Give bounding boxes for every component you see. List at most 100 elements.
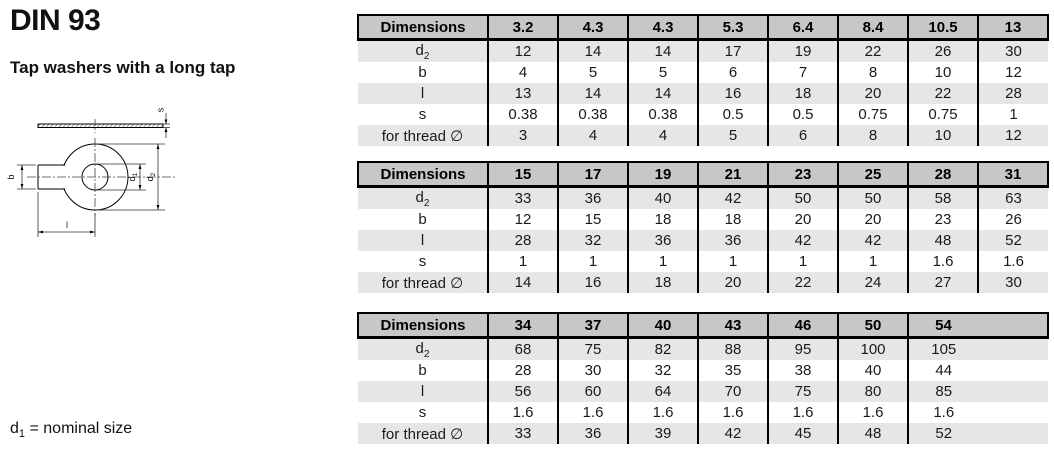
value-cell: 7 xyxy=(767,62,838,83)
value-cell: 40 xyxy=(837,360,908,381)
nominal-size-header-cell: 13 xyxy=(977,14,1049,41)
value-cell: 12 xyxy=(977,125,1048,146)
value-cell: 32 xyxy=(557,230,628,251)
table-row: d2 68 75 82 88 95 100 105 xyxy=(358,337,1048,360)
nominal-size-header-cell: 6.4 xyxy=(767,14,838,41)
nominal-size-header-cell: 28 xyxy=(907,161,978,188)
value-cell: 56 xyxy=(487,381,558,402)
row-label-cell: b xyxy=(418,362,427,379)
table-row: b 28 30 32 35 38 40 44 xyxy=(358,360,1048,381)
row-label-cell: l xyxy=(420,232,425,249)
value-cell: 0.5 xyxy=(697,104,768,125)
value-cell: 5 xyxy=(697,125,768,146)
value-cell: 75 xyxy=(557,337,628,360)
value-cell: 60 xyxy=(557,381,628,402)
dim-l xyxy=(37,192,96,237)
value-cell: 0.75 xyxy=(837,104,908,125)
value-cell: 16 xyxy=(557,272,628,293)
nominal-size-header-cell: 19 xyxy=(627,161,698,188)
nominal-size-header-cell: 43 xyxy=(697,312,768,339)
table-row: l 56 60 64 70 75 80 85 xyxy=(358,381,1048,402)
value-cell: 23 xyxy=(907,209,978,230)
value-cell: 28 xyxy=(487,360,558,381)
nominal-size-header-cell: 23 xyxy=(767,161,838,188)
dimensions-header-cell: Dimensions xyxy=(357,312,488,339)
value-cell: 75 xyxy=(767,381,838,402)
table-row: for thread ∅ 3 4 4 5 6 8 10 12 xyxy=(358,125,1048,146)
value-cell: 19 xyxy=(767,39,838,62)
value-cell: 22 xyxy=(837,39,908,62)
value-cell: 5 xyxy=(627,62,698,83)
row-label-cell: d2 xyxy=(415,188,430,209)
nominal-size-header-cell: 4.3 xyxy=(557,14,628,41)
nominal-size-header-cell: 10.5 xyxy=(907,14,978,41)
table-row: s 0.38 0.38 0.38 0.5 0.5 0.75 0.75 1 xyxy=(358,104,1048,125)
value-cell: 48 xyxy=(837,423,908,444)
nominal-size-header-cell: 40 xyxy=(627,312,698,339)
nominal-size-header-cell: 17 xyxy=(557,161,628,188)
value-cell: 39 xyxy=(627,423,698,444)
table-header-row: Dimensions 3.2 4.3 4.3 5.3 6.4 8.4 10.5 13 xyxy=(357,14,1049,41)
value-cell: 1.6 xyxy=(557,402,628,423)
value-cell: 52 xyxy=(977,230,1048,251)
value-cell: 95 xyxy=(767,337,838,360)
value-cell: 8 xyxy=(837,125,908,146)
row-label-cell: for thread ∅ xyxy=(381,425,464,443)
nominal-size-header-cell: 31 xyxy=(977,161,1049,188)
value-cell: 100 xyxy=(837,337,908,360)
value-cell: 1.6 xyxy=(977,251,1048,272)
value-cell: 32 xyxy=(627,360,698,381)
dimensions-table-1: Dimensions 3.2 4.3 4.3 5.3 6.4 8.4 10.5 13 d2 12 14… xyxy=(357,14,1049,146)
merged-cell-text: 105 xyxy=(931,341,957,358)
row-label-cell: s xyxy=(418,253,427,270)
nominal-size-header-cell: 4.3 xyxy=(627,14,698,41)
merged-cell-text: 54 xyxy=(935,316,952,334)
value-cell: 63 xyxy=(977,186,1048,209)
value-cell: 0.38 xyxy=(557,104,628,125)
value-cell: 18 xyxy=(627,209,698,230)
value-cell: 5 xyxy=(557,62,628,83)
value-cell: 10 xyxy=(907,62,978,83)
value-cell: 33 xyxy=(487,423,558,444)
value-cell: 35 xyxy=(697,360,768,381)
dim-label-l: l xyxy=(66,220,68,230)
table-row: b 4 5 5 6 7 8 10 12 xyxy=(358,62,1048,83)
value-cell: 30 xyxy=(977,272,1048,293)
dim-d2 xyxy=(97,143,165,211)
value-cell: 18 xyxy=(697,209,768,230)
value-cell: 0.38 xyxy=(487,104,558,125)
value-cell: 3 xyxy=(487,125,558,146)
value-cell: 70 xyxy=(697,381,768,402)
row-label-cell: d2 xyxy=(415,339,430,360)
value-cell: 28 xyxy=(487,230,558,251)
table-header-row: Dimensions 34 37 40 43 46 50 54 xyxy=(357,312,1049,339)
dimensions-table-2: Dimensions 15 17 19 21 23 25 28 31 d2 33 36 40 42 50 50… xyxy=(357,161,1049,293)
value-cell: 0.38 xyxy=(627,104,698,125)
value-cell: 88 xyxy=(697,337,768,360)
value-cell: 26 xyxy=(907,39,978,62)
nominal-size-header-cell: 25 xyxy=(837,161,908,188)
value-cell: 1.6 xyxy=(487,402,558,423)
value-cell: 1 xyxy=(487,251,558,272)
nominal-size-header-cell: 34 xyxy=(487,312,558,339)
value-cell: 105 xyxy=(907,337,1048,360)
value-cell: 36 xyxy=(627,230,698,251)
value-cell: 48 xyxy=(907,230,978,251)
value-cell: 28 xyxy=(977,83,1048,104)
value-cell: 4 xyxy=(627,125,698,146)
merged-cell-text: 44 xyxy=(935,362,953,379)
value-cell: 18 xyxy=(767,83,838,104)
table-row: s 1.6 1.6 1.6 1.6 1.6 1.6 1.6 xyxy=(358,402,1048,423)
row-label-cell: l xyxy=(420,383,425,400)
value-cell: 85 xyxy=(907,381,1048,402)
value-cell: 36 xyxy=(557,423,628,444)
table-row: d2 33 36 40 42 50 50 58 63 xyxy=(358,186,1048,209)
merged-cell-text: 1.6 xyxy=(933,404,955,421)
value-cell: 1 xyxy=(977,104,1048,125)
value-cell: 1.6 xyxy=(627,402,698,423)
row-label-cell: s xyxy=(418,106,427,123)
value-cell: 6 xyxy=(767,125,838,146)
row-label-cell: for thread ∅ xyxy=(381,274,464,292)
value-cell: 45 xyxy=(767,423,838,444)
